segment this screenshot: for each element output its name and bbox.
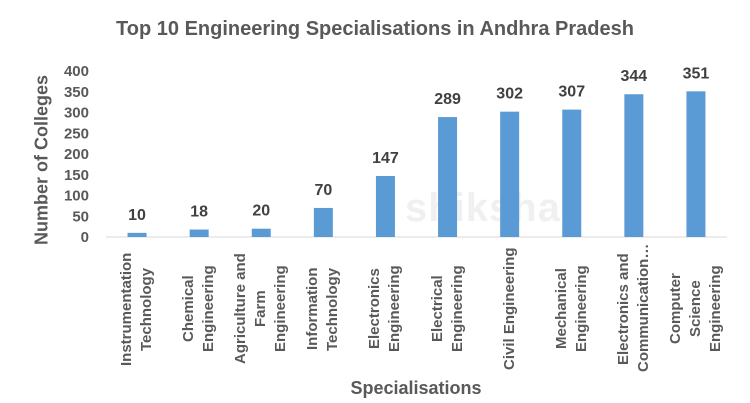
data-label: 20 [252, 203, 270, 220]
bar [562, 109, 582, 237]
y-tick-label: 400 [64, 63, 89, 80]
data-label: 344 [620, 68, 647, 85]
x-tick-label: Electronics and Communication… [614, 243, 652, 372]
bar [251, 228, 271, 237]
x-tick-label: Electronics Engineering [366, 265, 404, 353]
x-tick-label: Mechanical Engineering [552, 265, 590, 353]
x-tick-label: Civil Engineering [500, 247, 518, 371]
y-tick-label: 0 [81, 229, 89, 246]
data-label: 351 [683, 65, 710, 82]
shiksha-watermark: shiksha [405, 186, 561, 230]
y-tick-label: 100 [64, 188, 89, 205]
bar [375, 175, 395, 237]
x-tick-label: Electrical Engineering [428, 265, 466, 353]
data-label: 18 [190, 204, 208, 221]
y-tick-label: 200 [64, 146, 89, 163]
bar [189, 229, 209, 237]
x-tick-label: Computer Science Engineering [666, 265, 724, 353]
data-label: 10 [128, 207, 146, 224]
bar [500, 111, 520, 237]
bar [438, 117, 458, 237]
data-label: 147 [372, 150, 399, 167]
data-label: 289 [434, 91, 461, 108]
y-tick-label: 150 [64, 167, 89, 184]
x-tick-label: Agriculture and Farm Engineering [232, 253, 290, 365]
y-tick-label: 300 [64, 105, 89, 122]
y-tick-label: 250 [64, 125, 89, 142]
bar [624, 94, 644, 238]
y-tick-label: 350 [64, 84, 89, 101]
data-label: 70 [314, 182, 332, 199]
bar [313, 207, 333, 237]
data-label: 307 [558, 84, 585, 101]
y-tick-label: 50 [72, 208, 89, 225]
bar [127, 232, 147, 237]
data-label: 302 [496, 86, 523, 103]
chart-title: Top 10 Engineering Specialisations in An… [116, 18, 634, 40]
x-axis-label: Specialisations [350, 378, 482, 398]
x-tick-label: Chemical Engineering [180, 265, 218, 353]
bar [686, 91, 706, 238]
x-tick-label: Instrumentation Technology [118, 252, 156, 366]
x-tick-label: Information Technology [304, 267, 342, 351]
